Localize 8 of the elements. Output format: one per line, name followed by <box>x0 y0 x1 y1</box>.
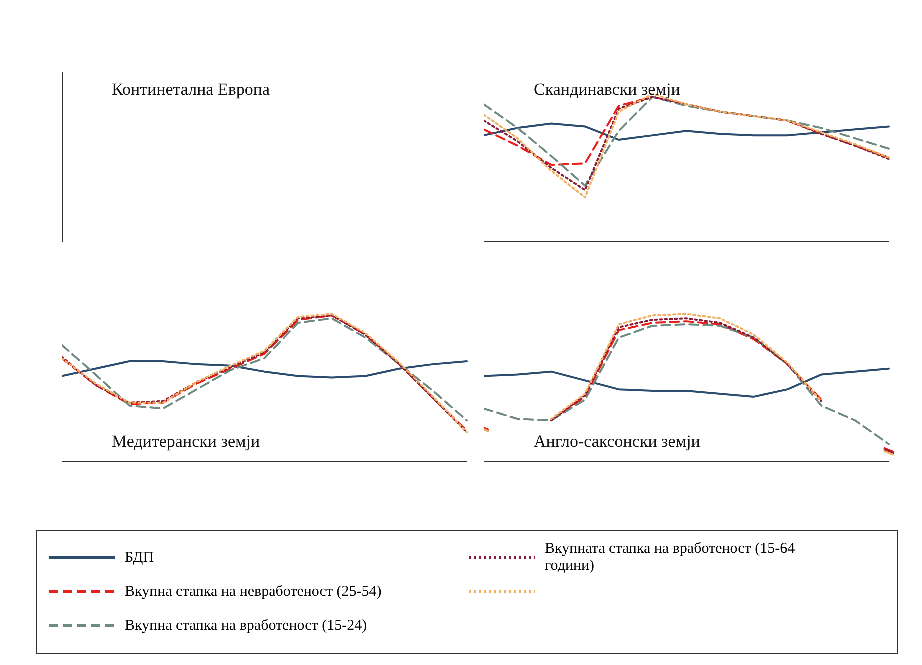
text: Континетална Европа <box>112 80 270 100</box>
legend-label: Вкупна стапка на невработеност (25-54) <box>125 584 382 600</box>
legend-label: Вкупната стапка на вработеност (15-64 години) <box>545 541 796 575</box>
text: Англо-саксонски земји <box>534 432 700 452</box>
legend-label: БДП <box>125 550 154 566</box>
chart-title: Скандинавски земји <box>534 80 680 100</box>
text: Медитерански земји <box>112 432 260 452</box>
legend-label: Вкупна стапка на вработеност (15-24) <box>125 618 368 634</box>
